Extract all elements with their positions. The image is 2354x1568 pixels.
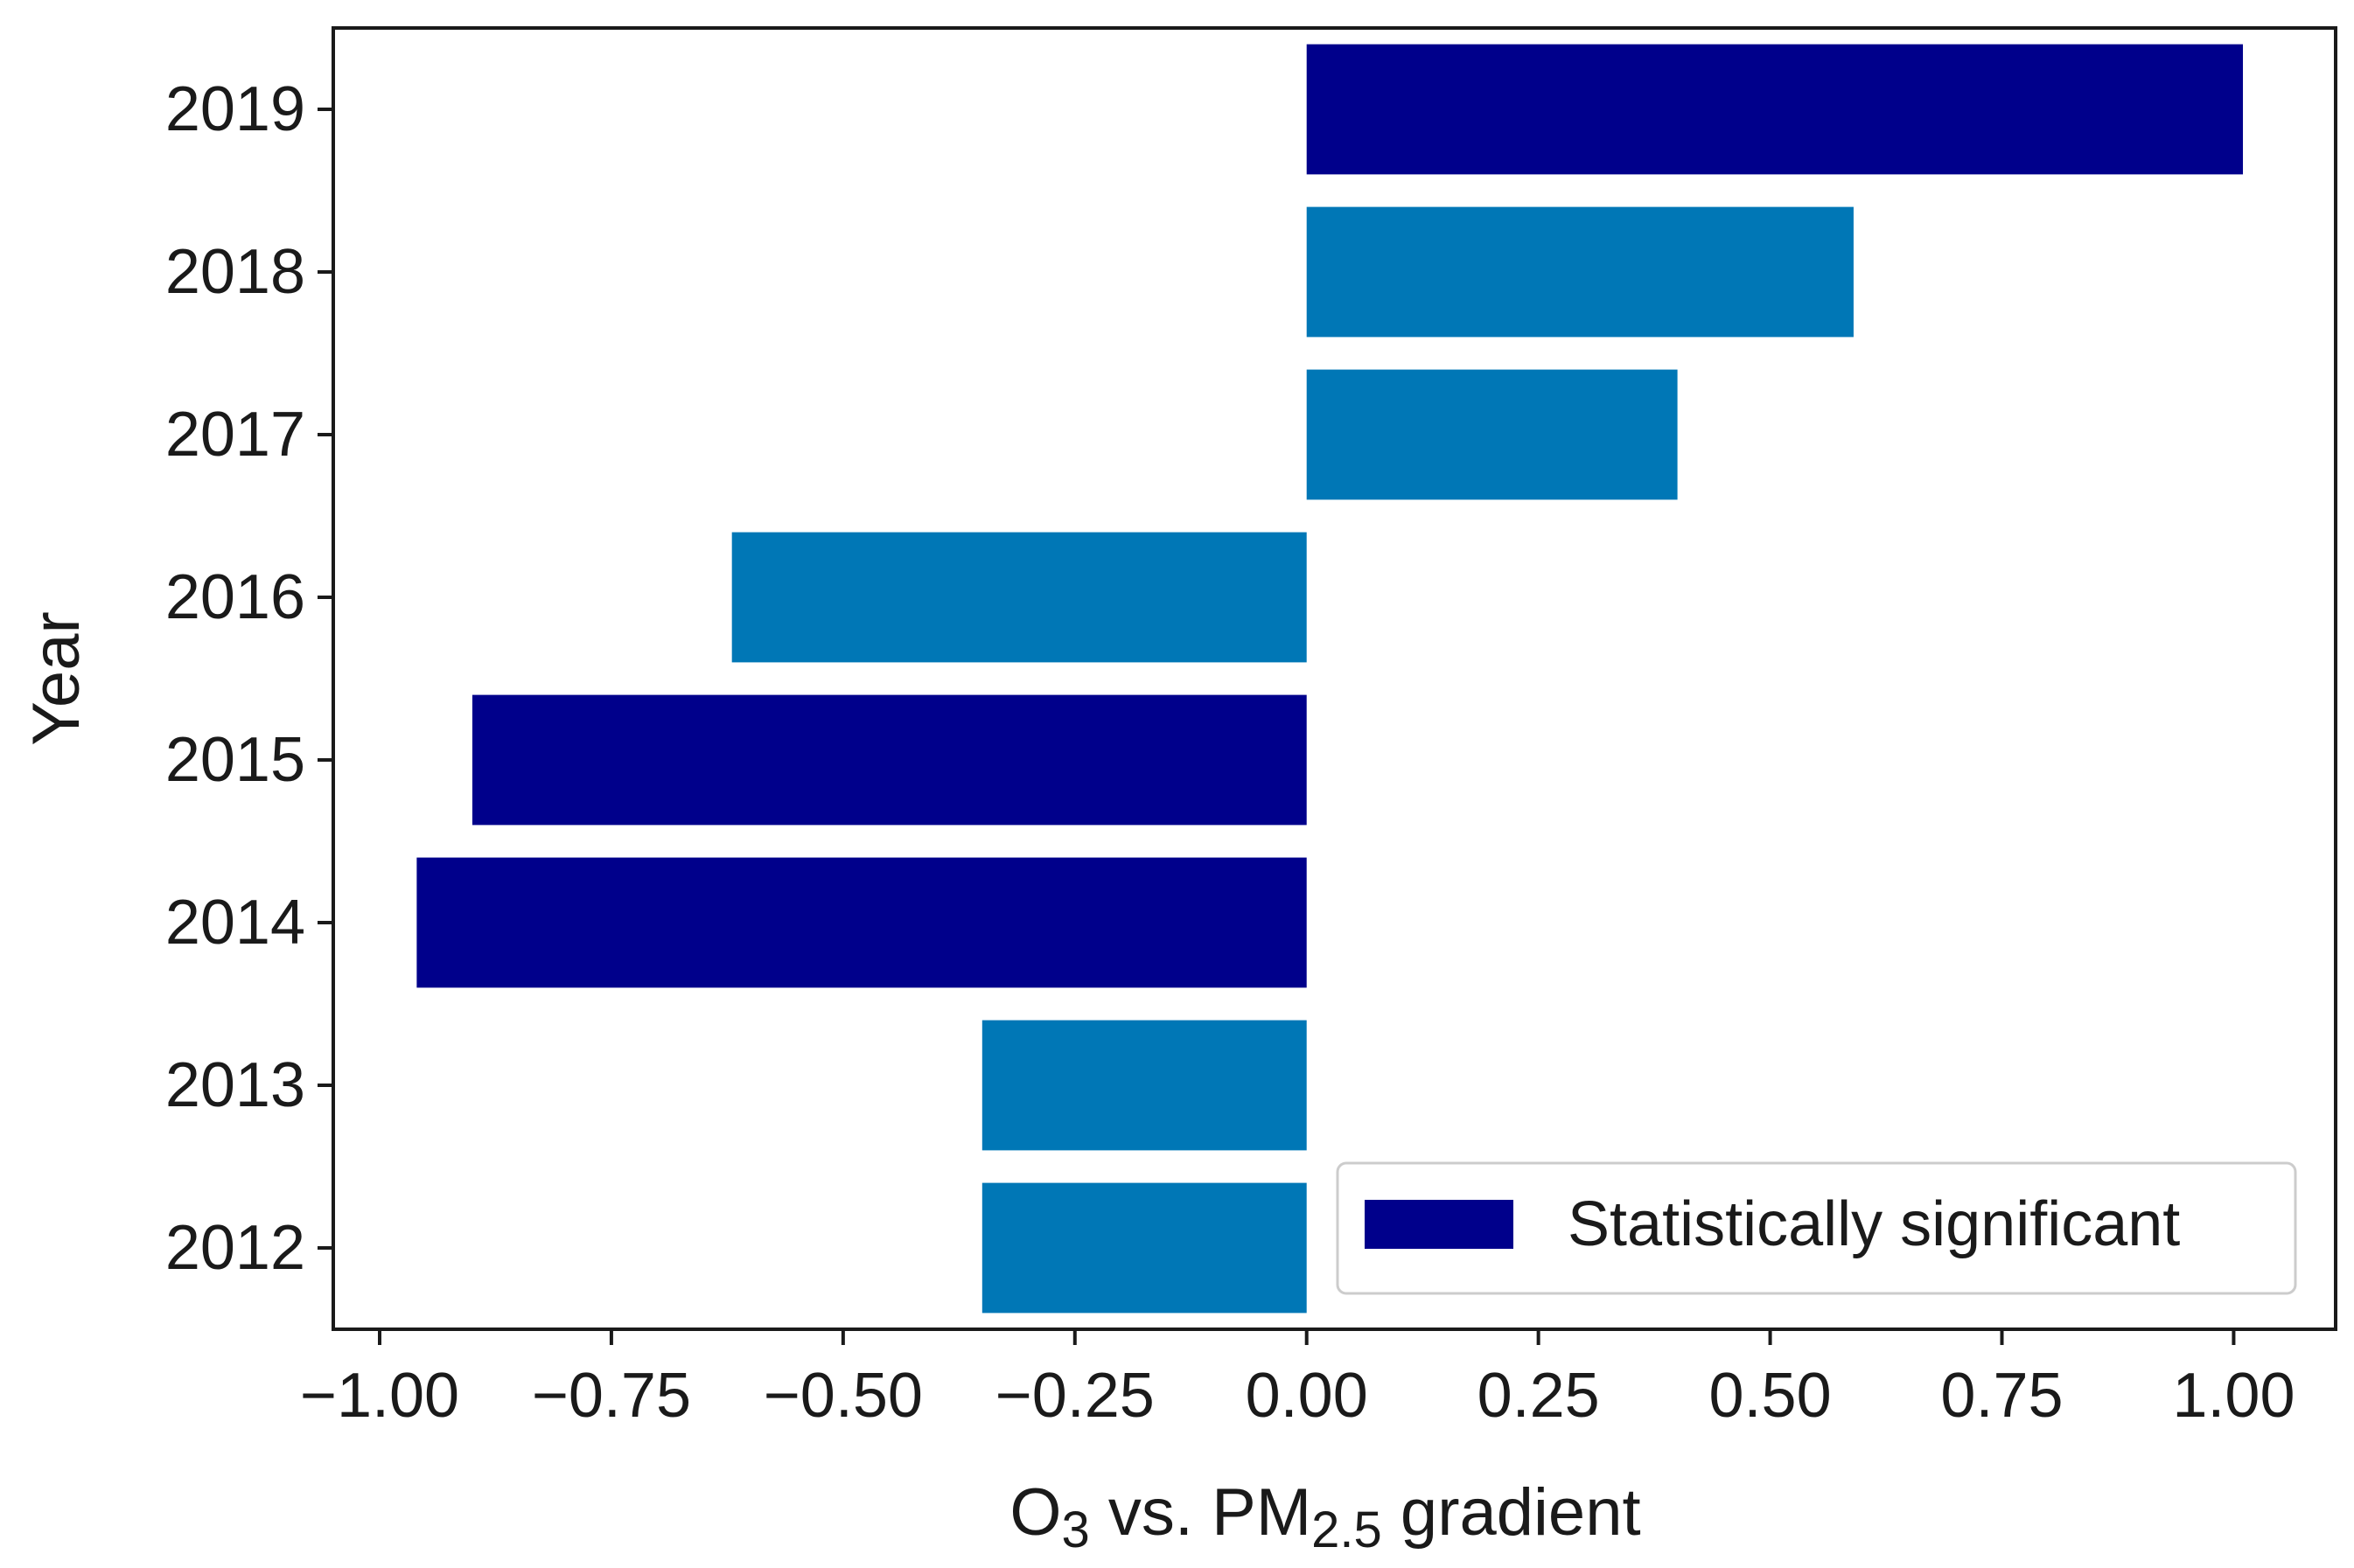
y-tick-label-2018: 2018 <box>165 237 305 307</box>
bars-group <box>416 44 2244 1314</box>
bar-2014 <box>416 857 1307 988</box>
legend-swatch <box>1365 1200 1513 1249</box>
x-tick-label-3: −0.25 <box>995 1361 1155 1431</box>
bar-2013 <box>981 1020 1307 1151</box>
y-tick-label-2015: 2015 <box>165 725 305 795</box>
legend: Statistically significant <box>1336 1161 2297 1295</box>
x-title-subscript-2-5: 2.5 <box>1311 1502 1382 1558</box>
x-tick-label-8: 1.00 <box>2172 1361 2295 1431</box>
x-tick-label-7: 0.75 <box>1940 1361 2063 1431</box>
bar-2019 <box>1306 44 2244 175</box>
x-title-subscript-3: 3 <box>1062 1502 1090 1558</box>
legend-label: Statistically significant <box>1568 1189 2180 1259</box>
x-tick-label-6: 0.50 <box>1708 1361 1831 1431</box>
x-axis-ticks: −1.00 −0.75 −0.50 −0.25 0.00 0.25 0.50 0.75 1.00 <box>300 1329 2295 1431</box>
plot-frame <box>332 26 2337 1331</box>
y-tick-label-2019: 2019 <box>165 74 305 144</box>
x-title-vs-pm: vs. PM <box>1090 1475 1311 1550</box>
y-axis-ticks: 2012 2013 2014 2015 2016 2017 2018 2019 <box>165 74 333 1283</box>
y-axis-title: Year <box>19 611 94 746</box>
legend-frame <box>1336 1161 2297 1295</box>
y-tick-label-2014: 2014 <box>165 888 305 958</box>
x-tick-label-5: 0.25 <box>1477 1361 1600 1431</box>
bar-2018 <box>1306 206 1854 338</box>
x-tick-label-1: −0.75 <box>532 1361 691 1431</box>
x-tick-label-2: −0.50 <box>764 1361 923 1431</box>
bar-2012 <box>981 1182 1307 1314</box>
x-title-gradient: gradient <box>1382 1475 1641 1550</box>
y-tick-label-2012: 2012 <box>165 1213 305 1283</box>
x-axis-title: O3 vs. PM2.5 gradient <box>1009 1475 1640 1558</box>
x-tick-label-4: 0.00 <box>1246 1361 1368 1431</box>
bar-2016 <box>731 532 1307 663</box>
bar-2017 <box>1306 369 1678 500</box>
y-tick-label-2016: 2016 <box>165 562 305 632</box>
y-tick-label-2013: 2013 <box>165 1050 305 1120</box>
x-title-o: O <box>1009 1475 1061 1550</box>
x-tick-label-0: −1.00 <box>300 1361 459 1431</box>
bar-2015 <box>471 694 1307 826</box>
y-tick-label-2017: 2017 <box>165 400 305 470</box>
